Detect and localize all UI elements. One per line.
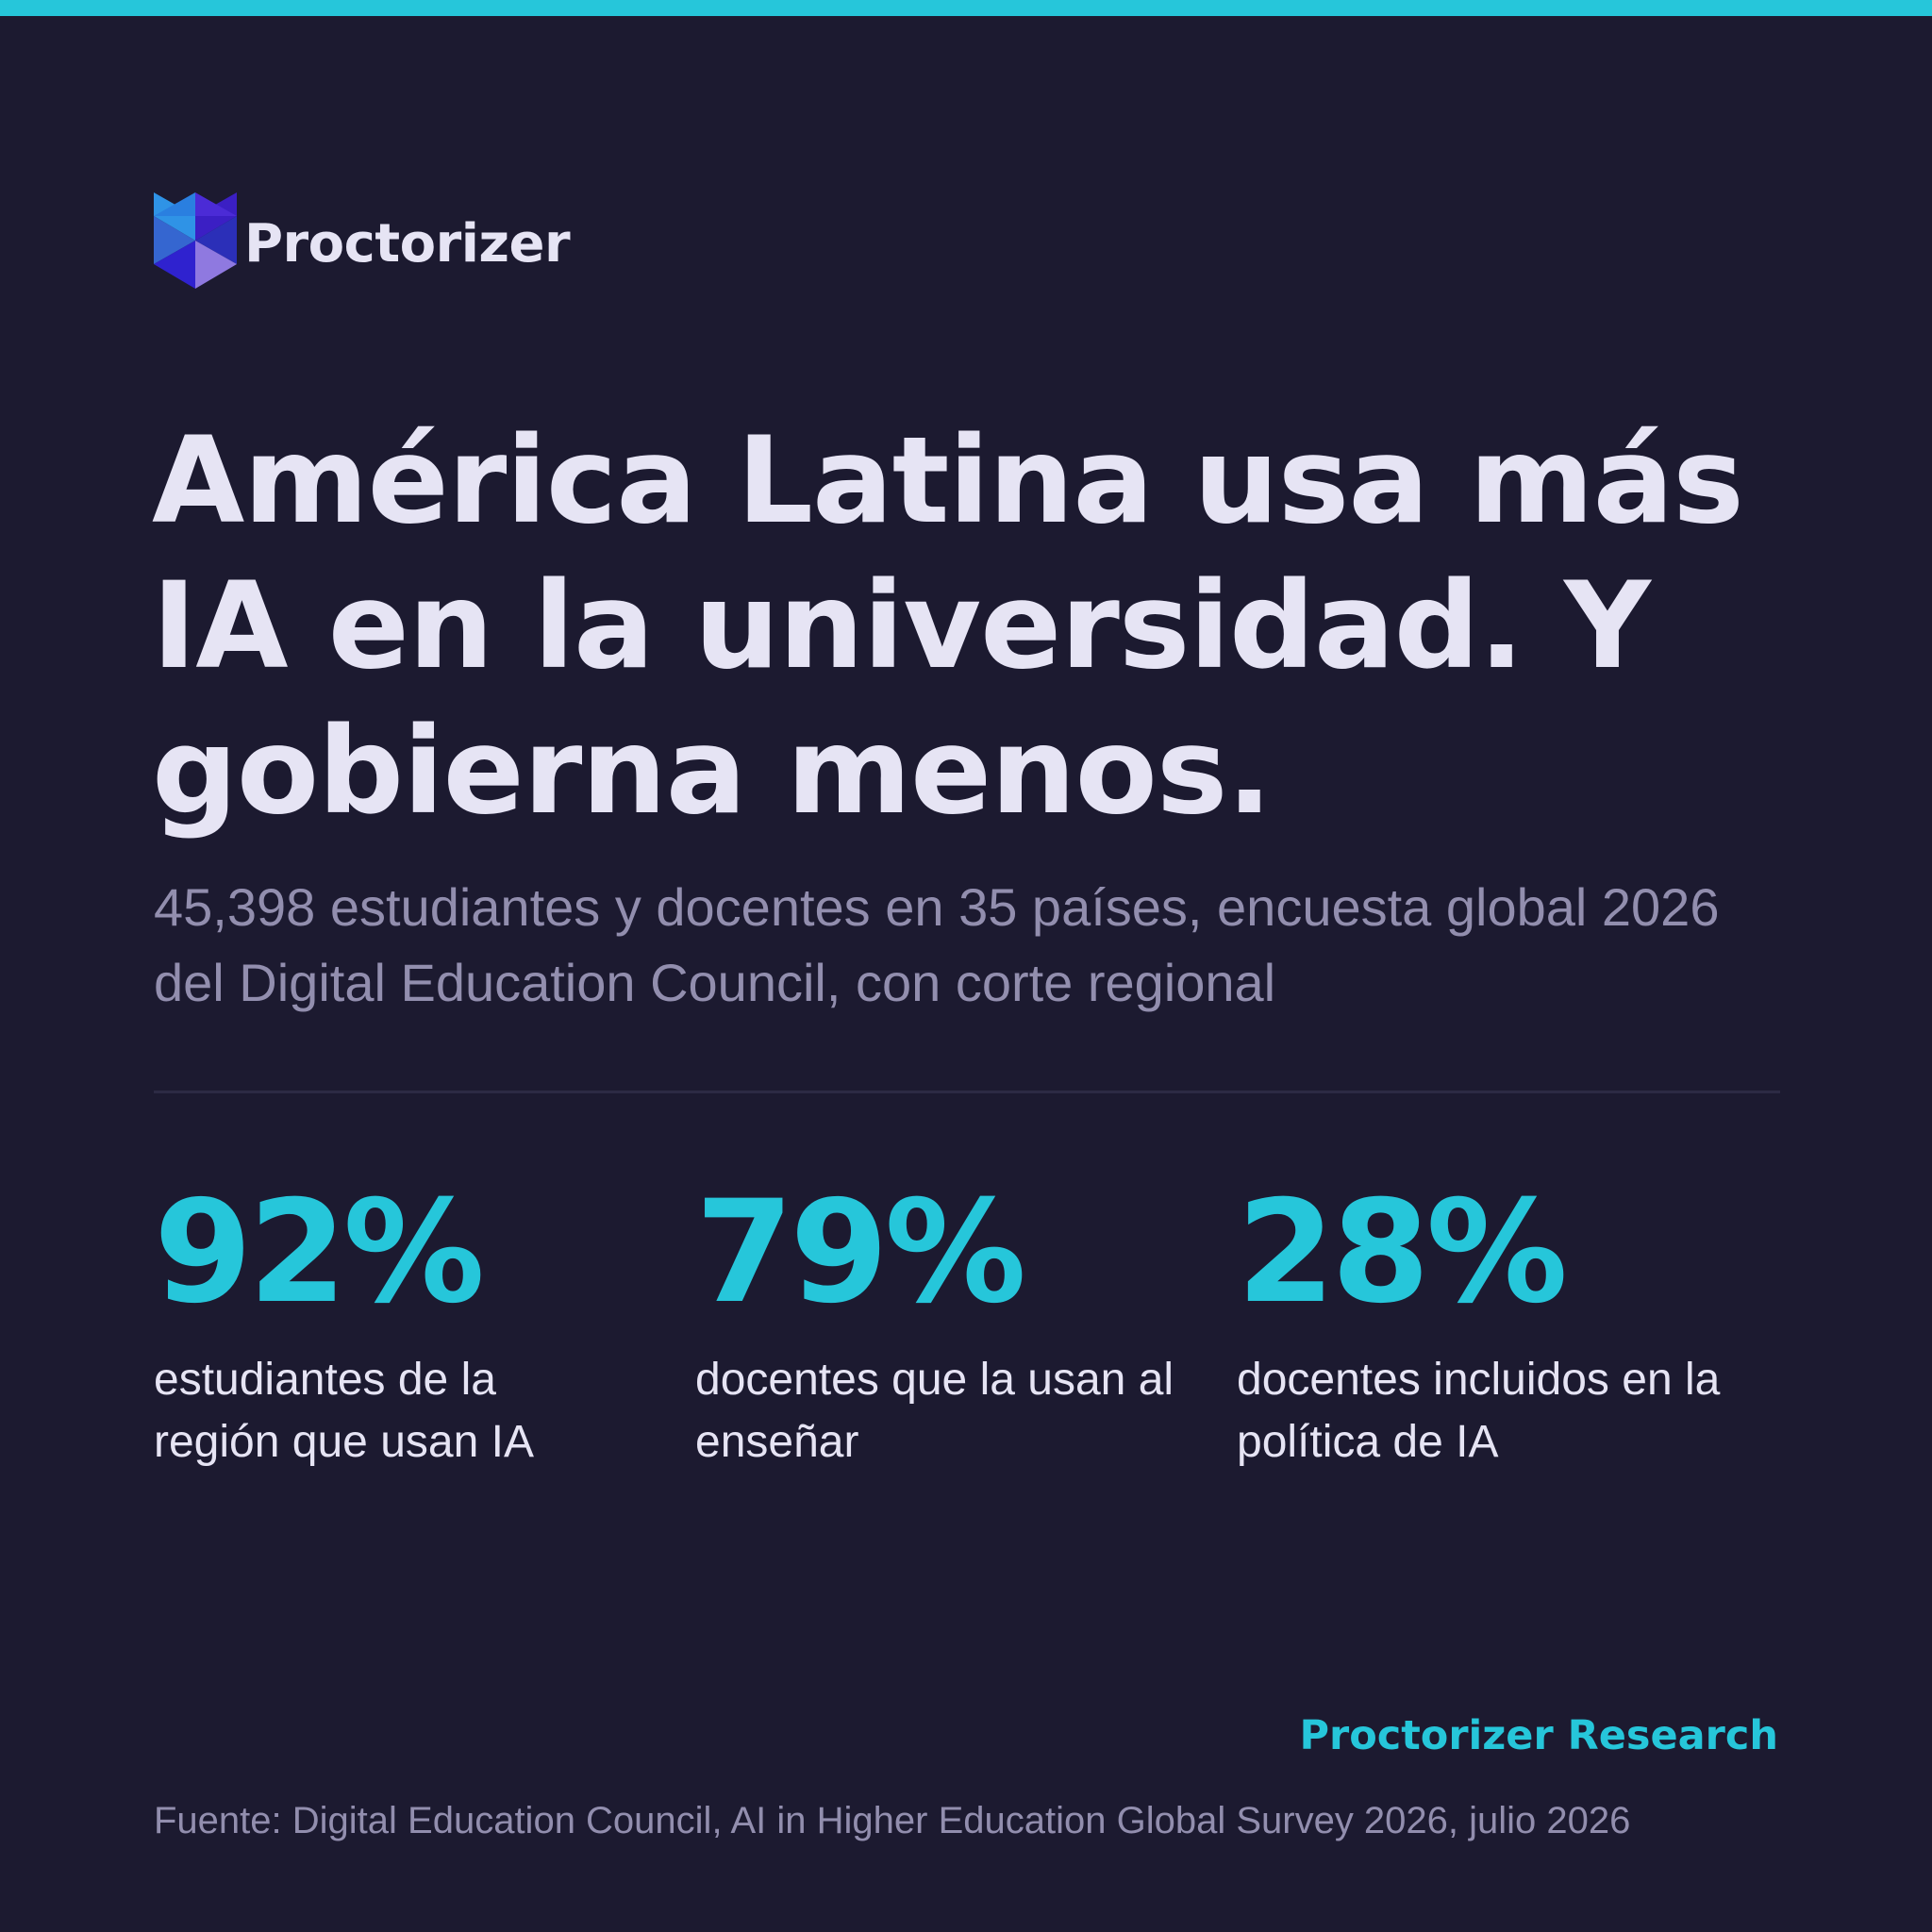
stat-label: docentes incluidos en la política de IA [1237,1355,1721,1467]
top-accent-bar [0,0,1932,16]
stat-value: 79% [695,1171,1026,1335]
subtitle: 45,398 estudiantes y docentes en 35 país… [154,877,1720,1012]
brand-name: Proctorizer [244,213,571,275]
stat-teachers-ai: 79% docentes que la usan al enseñar [695,1168,1205,1474]
hexagon-cube-icon [154,192,237,289]
stat-students-ai: 92% estudiantes de la región que usan IA [154,1168,663,1474]
source-note: Fuente: Digital Education Council, AI in… [154,1800,1631,1841]
stat-label: docentes que la usan al enseñar [695,1355,1174,1467]
stats-row: 92% estudiantes de la región que usan IA… [154,1168,1795,1470]
headline: América Latina usa más IA en la universi… [152,410,1744,841]
stat-label: estudiantes de la región que usan IA [154,1355,534,1467]
research-label: Proctorizer Research [1299,1712,1778,1759]
stat-value: 28% [1237,1171,1568,1335]
brand-logo: Proctorizer [154,192,571,290]
divider [154,1091,1780,1093]
stat-teachers-policy: 28% docentes incluidos en la política de… [1237,1168,1746,1474]
stat-value: 92% [154,1171,485,1335]
